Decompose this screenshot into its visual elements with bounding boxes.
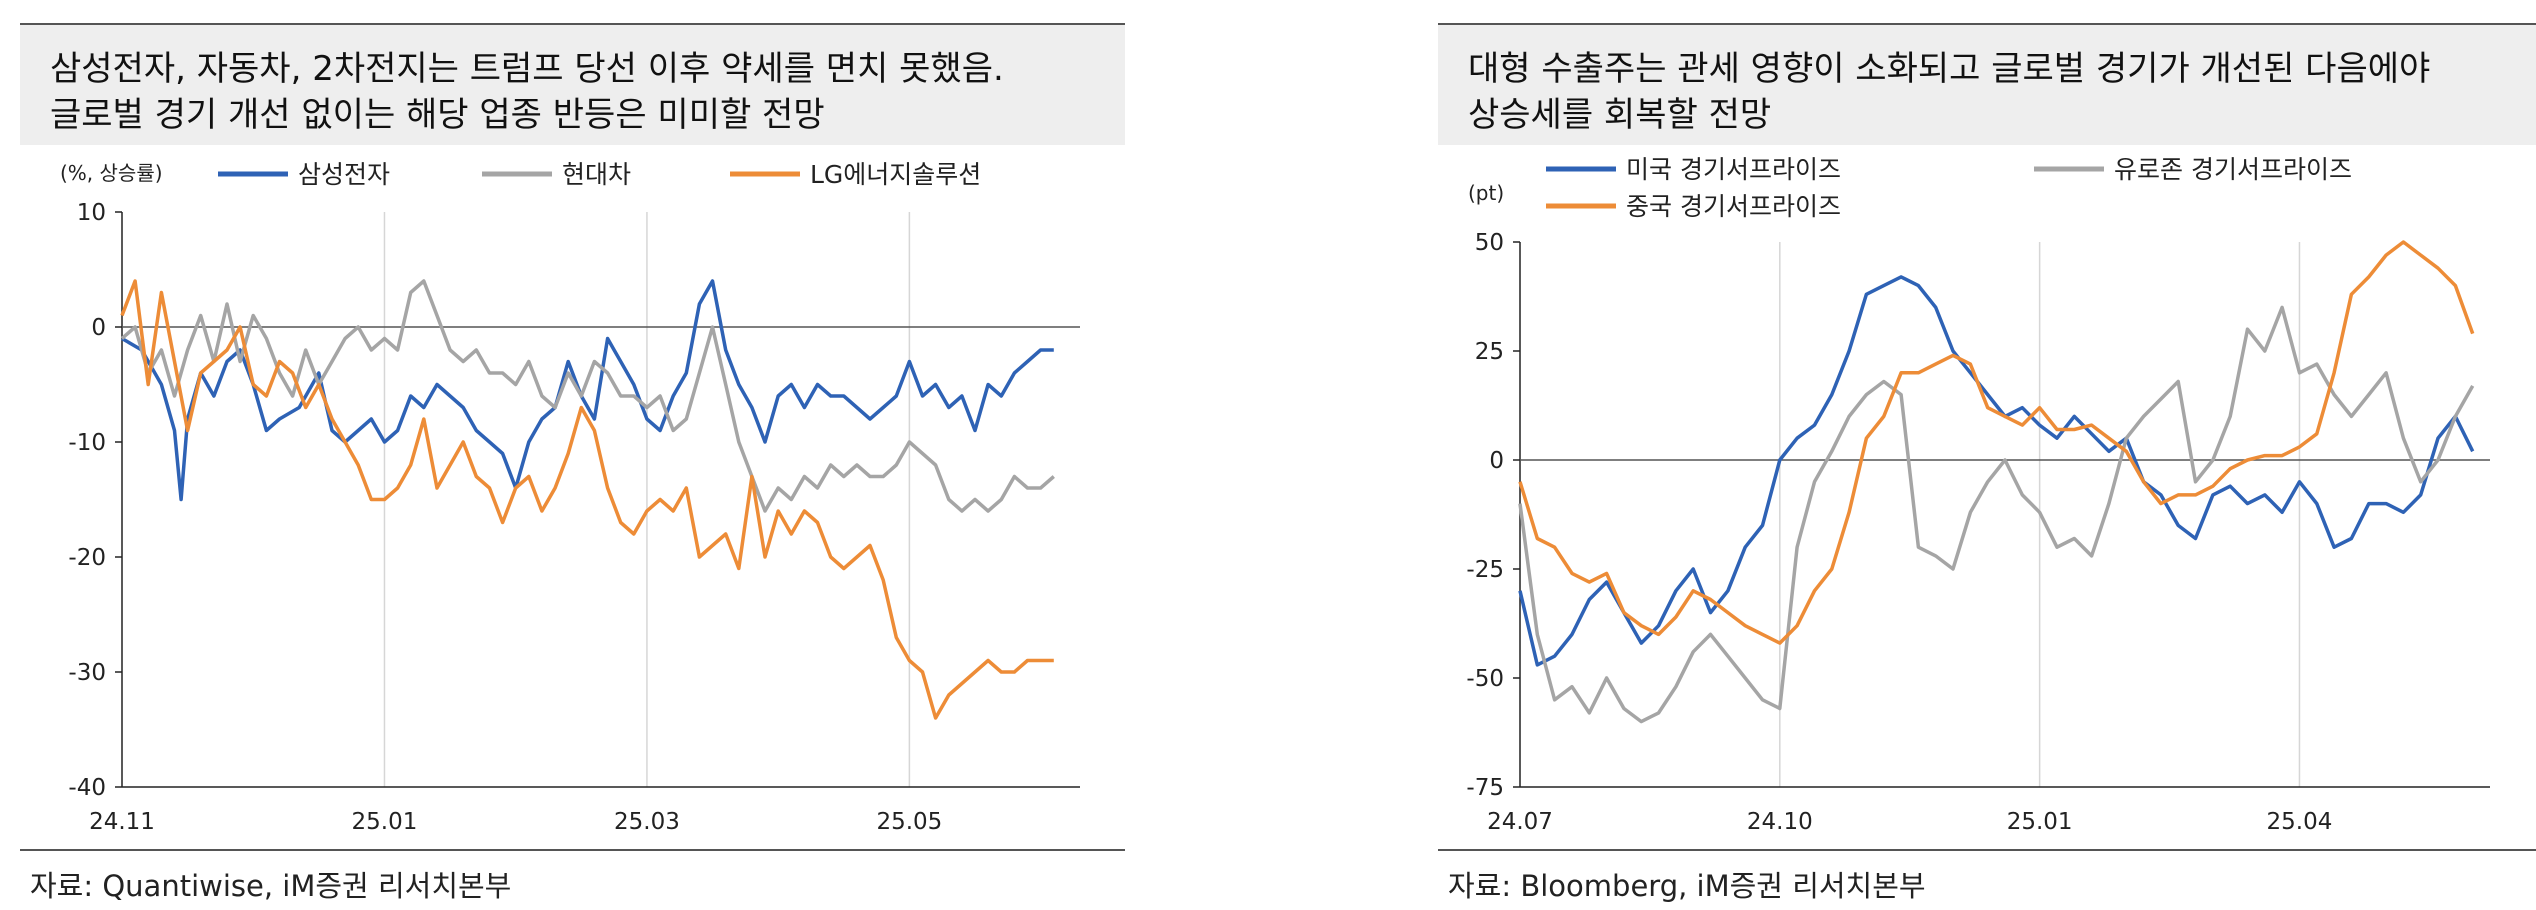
legend-label: 유로존 경기서프라이즈 xyxy=(2114,155,2352,184)
x-tick-label: 25.01 xyxy=(2007,809,2073,835)
legend-label: 삼성전자 xyxy=(298,160,390,189)
chart-header: 삼성전자, 자동차, 2차전지는 트럼프 당선 이후 약세를 면치 못했음. 글… xyxy=(20,25,1125,145)
x-tick-label: 24.07 xyxy=(1487,809,1553,835)
bottom-rule xyxy=(1438,849,2536,851)
y-tick-label: -25 xyxy=(1466,557,1504,583)
x-tick-label: 25.03 xyxy=(614,809,680,835)
y-axis-label: (pt) xyxy=(1468,181,1504,205)
x-tick-label: 25.04 xyxy=(2267,809,2333,835)
source-note: 자료: Bloomberg, iM증권 리서치본부 xyxy=(1448,869,1926,903)
line-chart: 50 25 0 -25 -50 -75 24.07 24.10 25.01 25.04 (pt) 미국… xyxy=(1466,155,2490,835)
x-tick-label: 25.05 xyxy=(876,809,942,835)
header-line-1: 대형 수출주는 관세 영향이 소화되고 글로벌 경기가 개선된 다음에야 xyxy=(1468,49,2431,89)
header-line-2: 상승세를 회복할 전망 xyxy=(1468,95,1772,135)
y-tick-label: -30 xyxy=(68,660,106,686)
series-line xyxy=(121,279,1054,502)
right-chart-panel: 대형 수출주는 관세 영향이 소화되고 글로벌 경기가 개선된 다음에야 상승세… xyxy=(1418,0,2536,910)
line-chart: 10 0 -10 -20 -30 -40 24.11 25.01 25.03 25.05 (%, 상… xyxy=(60,160,1080,835)
x-tick-label: 24.10 xyxy=(1747,809,1813,835)
left-chart-panel: 삼성전자, 자동차, 2차전지는 트럼프 당선 이후 약세를 면치 못했음. 글… xyxy=(0,0,1125,910)
legend-label: 미국 경기서프라이즈 xyxy=(1626,155,1841,184)
series-line xyxy=(1518,275,2475,667)
series-line xyxy=(1518,305,2475,724)
legend-label: 중국 경기서프라이즈 xyxy=(1626,192,1841,221)
y-tick-label: 0 xyxy=(91,315,106,341)
y-tick-label: -20 xyxy=(68,545,106,571)
series-line xyxy=(120,279,1054,720)
legend-label: 현대차 xyxy=(562,160,631,189)
header-line-1: 삼성전자, 자동차, 2차전지는 트럼프 당선 이후 약세를 면치 못했음. xyxy=(50,49,1004,89)
y-tick-label: 10 xyxy=(77,200,106,226)
x-tick-label: 24.11 xyxy=(89,809,155,835)
top-rule xyxy=(1438,23,2536,25)
source-note: 자료: Quantiwise, iM증권 리서치본부 xyxy=(30,869,512,903)
series-line xyxy=(1518,240,2475,645)
legend-label: LG에너지솔루션 xyxy=(810,160,981,189)
top-rule xyxy=(20,23,1125,25)
y-tick-label: -50 xyxy=(1466,666,1504,692)
y-tick-label: 50 xyxy=(1475,230,1504,256)
bottom-rule xyxy=(20,849,1125,851)
y-tick-label: -40 xyxy=(68,775,106,801)
y-tick-label: 0 xyxy=(1489,448,1504,474)
chart-header: 대형 수출주는 관세 영향이 소화되고 글로벌 경기가 개선된 다음에야 상승세… xyxy=(1438,25,2536,145)
y-tick-label: -10 xyxy=(68,430,106,456)
y-tick-label: -75 xyxy=(1466,775,1504,801)
y-axis-label: (%, 상승률) xyxy=(60,161,163,185)
header-line-2: 글로벌 경기 개선 없이는 해당 업종 반등은 미미할 전망 xyxy=(50,95,825,135)
x-tick-label: 25.01 xyxy=(352,809,418,835)
y-tick-label: 25 xyxy=(1475,339,1504,365)
series-line xyxy=(120,279,1055,513)
